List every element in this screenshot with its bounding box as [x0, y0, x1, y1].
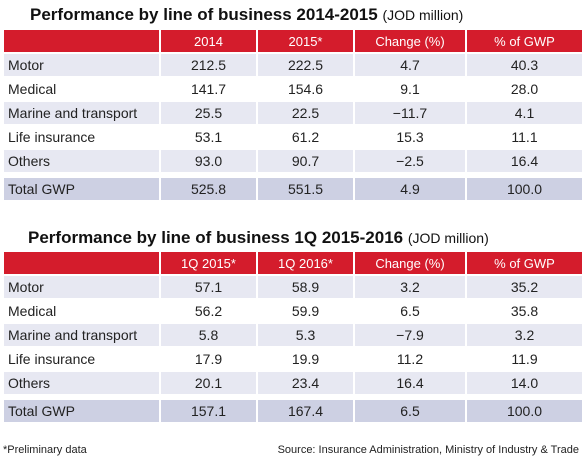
table2-header-cell: [4, 252, 159, 274]
row-label: Medical: [4, 78, 159, 100]
table-cell: 15.3: [355, 126, 465, 148]
total-cell: 100.0: [467, 400, 582, 422]
table-row: Marine and transport 5.8 5.3 −7.9 3.2: [4, 324, 582, 346]
table-cell: 28.0: [467, 78, 582, 100]
table-cell: 222.5: [258, 54, 353, 76]
table-cell: 6.5: [355, 300, 465, 322]
total-cell: 551.5: [258, 178, 353, 200]
table1-title: Performance by line of business 2014-201…: [30, 5, 463, 25]
row-label: Life insurance: [4, 126, 159, 148]
total-row: Total GWP 525.8 551.5 4.9 100.0: [4, 178, 582, 200]
row-label: Life insurance: [4, 348, 159, 370]
table-cell: 53.1: [161, 126, 256, 148]
table-cell: 4.7: [355, 54, 465, 76]
total-label: Total GWP: [4, 400, 159, 422]
row-spacer: [4, 174, 582, 176]
table-cell: 14.0: [467, 372, 582, 394]
table-cell: 11.2: [355, 348, 465, 370]
table-cell: 11.9: [467, 348, 582, 370]
table2-header-cell: % of GWP: [467, 252, 582, 274]
table-cell: 58.9: [258, 276, 353, 298]
total-cell: 525.8: [161, 178, 256, 200]
table-cell: 35.2: [467, 276, 582, 298]
table-cell: 3.2: [355, 276, 465, 298]
table-cell: 141.7: [161, 78, 256, 100]
table1: 2014 2015* Change (%) % of GWP Motor 212…: [2, 28, 583, 202]
table-cell: 9.1: [355, 78, 465, 100]
table-row: Medical 141.7 154.6 9.1 28.0: [4, 78, 582, 100]
table-cell: 16.4: [355, 372, 465, 394]
table2-header-row: 1Q 2015* 1Q 2016* Change (%) % of GWP: [4, 252, 582, 274]
table2-header-cell: 1Q 2016*: [258, 252, 353, 274]
table-cell: 16.4: [467, 150, 582, 172]
table-cell: 20.1: [161, 372, 256, 394]
table-row: Others 20.1 23.4 16.4 14.0: [4, 372, 582, 394]
table1-title-text: Performance by line of business 2014-201…: [30, 5, 378, 24]
table-cell: −11.7: [355, 102, 465, 124]
table2: 1Q 2015* 1Q 2016* Change (%) % of GWP Mo…: [2, 250, 583, 424]
total-cell: 167.4: [258, 400, 353, 422]
table-cell: 61.2: [258, 126, 353, 148]
table-cell: 3.2: [467, 324, 582, 346]
spacer-cell: [4, 396, 582, 398]
table-row: Marine and transport 25.5 22.5 −11.7 4.1: [4, 102, 582, 124]
table1-header-cell: % of GWP: [467, 30, 582, 52]
table-row: Life insurance 17.9 19.9 11.2 11.9: [4, 348, 582, 370]
table-cell: 40.3: [467, 54, 582, 76]
spacer-cell: [4, 174, 582, 176]
total-cell: 6.5: [355, 400, 465, 422]
table-cell: 11.1: [467, 126, 582, 148]
table1-header-row: 2014 2015* Change (%) % of GWP: [4, 30, 582, 52]
table-row: Life insurance 53.1 61.2 15.3 11.1: [4, 126, 582, 148]
table2-unit: (JOD million): [407, 230, 489, 246]
row-label: Medical: [4, 300, 159, 322]
table-cell: 90.7: [258, 150, 353, 172]
table-cell: 17.9: [161, 348, 256, 370]
total-cell: 157.1: [161, 400, 256, 422]
total-row: Total GWP 157.1 167.4 6.5 100.0: [4, 400, 582, 422]
table-cell: 5.3: [258, 324, 353, 346]
table-row: Others 93.0 90.7 −2.5 16.4: [4, 150, 582, 172]
table-cell: 23.4: [258, 372, 353, 394]
total-cell: 100.0: [467, 178, 582, 200]
total-label: Total GWP: [4, 178, 159, 200]
table-cell: −7.9: [355, 324, 465, 346]
table-row: Motor 57.1 58.9 3.2 35.2: [4, 276, 582, 298]
footnote: *Preliminary data: [3, 444, 87, 456]
source-note: Source: Insurance Administration, Minist…: [277, 444, 579, 456]
table-cell: 4.1: [467, 102, 582, 124]
row-label: Motor: [4, 54, 159, 76]
table1-header-cell: 2015*: [258, 30, 353, 52]
table-cell: −2.5: [355, 150, 465, 172]
row-label: Others: [4, 150, 159, 172]
table-cell: 56.2: [161, 300, 256, 322]
table-cell: 35.8: [467, 300, 582, 322]
table-cell: 212.5: [161, 54, 256, 76]
table-cell: 5.8: [161, 324, 256, 346]
table-cell: 154.6: [258, 78, 353, 100]
table-cell: 22.5: [258, 102, 353, 124]
total-cell: 4.9: [355, 178, 465, 200]
table1-header-cell: 2014: [161, 30, 256, 52]
row-label: Others: [4, 372, 159, 394]
table2-title-text: Performance by line of business 1Q 2015-…: [28, 228, 404, 247]
table-cell: 57.1: [161, 276, 256, 298]
row-label: Motor: [4, 276, 159, 298]
row-label: Marine and transport: [4, 102, 159, 124]
table1-header-cell: Change (%): [355, 30, 465, 52]
table2-header-cell: Change (%): [355, 252, 465, 274]
table2-title: Performance by line of business 1Q 2015-…: [28, 228, 489, 248]
table-cell: 59.9: [258, 300, 353, 322]
table1-header-cell: [4, 30, 159, 52]
row-label: Marine and transport: [4, 324, 159, 346]
table-cell: 93.0: [161, 150, 256, 172]
table-cell: 19.9: [258, 348, 353, 370]
table-row: Motor 212.5 222.5 4.7 40.3: [4, 54, 582, 76]
table-cell: 25.5: [161, 102, 256, 124]
table2-header-cell: 1Q 2015*: [161, 252, 256, 274]
row-spacer: [4, 396, 582, 398]
table1-unit: (JOD million): [382, 7, 464, 23]
table-row: Medical 56.2 59.9 6.5 35.8: [4, 300, 582, 322]
